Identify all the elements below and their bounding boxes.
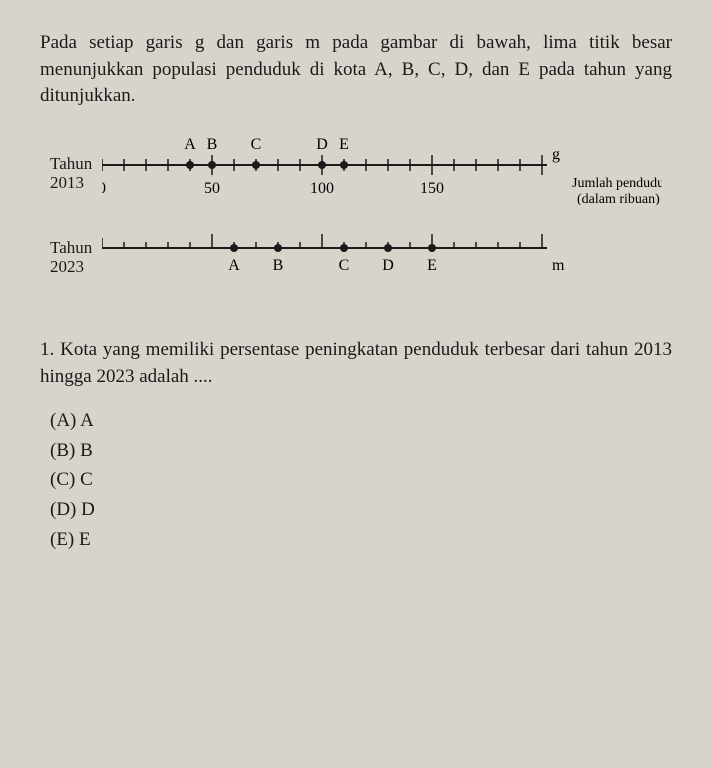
year-text: Tahun xyxy=(50,154,92,173)
year-label-2023: Tahun 2023 xyxy=(50,239,102,276)
svg-text:C: C xyxy=(251,136,262,153)
option-b: (B) B xyxy=(50,438,672,465)
svg-text:Jumlah penduduk: Jumlah penduduk xyxy=(572,176,662,191)
year-value: 2023 xyxy=(50,257,84,276)
svg-text:0: 0 xyxy=(102,180,106,197)
svg-text:100: 100 xyxy=(310,180,334,197)
svg-text:E: E xyxy=(339,136,349,153)
axis-m: A B C D E m xyxy=(102,218,662,297)
svg-text:A: A xyxy=(184,136,196,153)
svg-text:E: E xyxy=(427,257,437,274)
svg-text:A: A xyxy=(228,257,240,274)
population-chart: Tahun 2013 A B C D E g xyxy=(40,135,672,297)
year-text: Tahun xyxy=(50,238,92,257)
svg-text:B: B xyxy=(207,136,218,153)
question-number: 1. xyxy=(40,339,54,360)
option-e: (E) E xyxy=(50,527,672,554)
svg-text:D: D xyxy=(316,136,328,153)
question-block: 1. Kota yang memiliki persentase peningk… xyxy=(40,337,672,553)
svg-text:D: D xyxy=(382,257,394,274)
svg-text:50: 50 xyxy=(204,180,220,197)
question-text: 1. Kota yang memiliki persentase peningk… xyxy=(40,337,672,390)
option-d: (D) D xyxy=(50,497,672,524)
option-c: (C) C xyxy=(50,467,672,494)
year-value: 2013 xyxy=(50,173,84,192)
svg-text:C: C xyxy=(339,257,350,274)
svg-text:150: 150 xyxy=(420,180,444,197)
svg-text:B: B xyxy=(273,257,284,274)
chart-row-2023: Tahun 2023 xyxy=(50,218,662,297)
option-a: (A) A xyxy=(50,408,672,435)
year-label-2013: Tahun 2013 xyxy=(50,155,102,192)
axis-g: A B C D E g xyxy=(102,135,662,214)
svg-text:g: g xyxy=(552,146,560,163)
svg-text:(dalam ribuan): (dalam ribuan) xyxy=(577,192,660,205)
intro-paragraph: Pada setiap garis g dan garis m pada gam… xyxy=(40,30,672,110)
answer-options: (A) A (B) B (C) C (D) D (E) E xyxy=(50,408,672,553)
svg-text:m: m xyxy=(552,257,565,274)
question-body: Kota yang memiliki persentase peningkata… xyxy=(40,339,672,387)
chart-row-2013: Tahun 2013 A B C D E g xyxy=(50,135,662,214)
